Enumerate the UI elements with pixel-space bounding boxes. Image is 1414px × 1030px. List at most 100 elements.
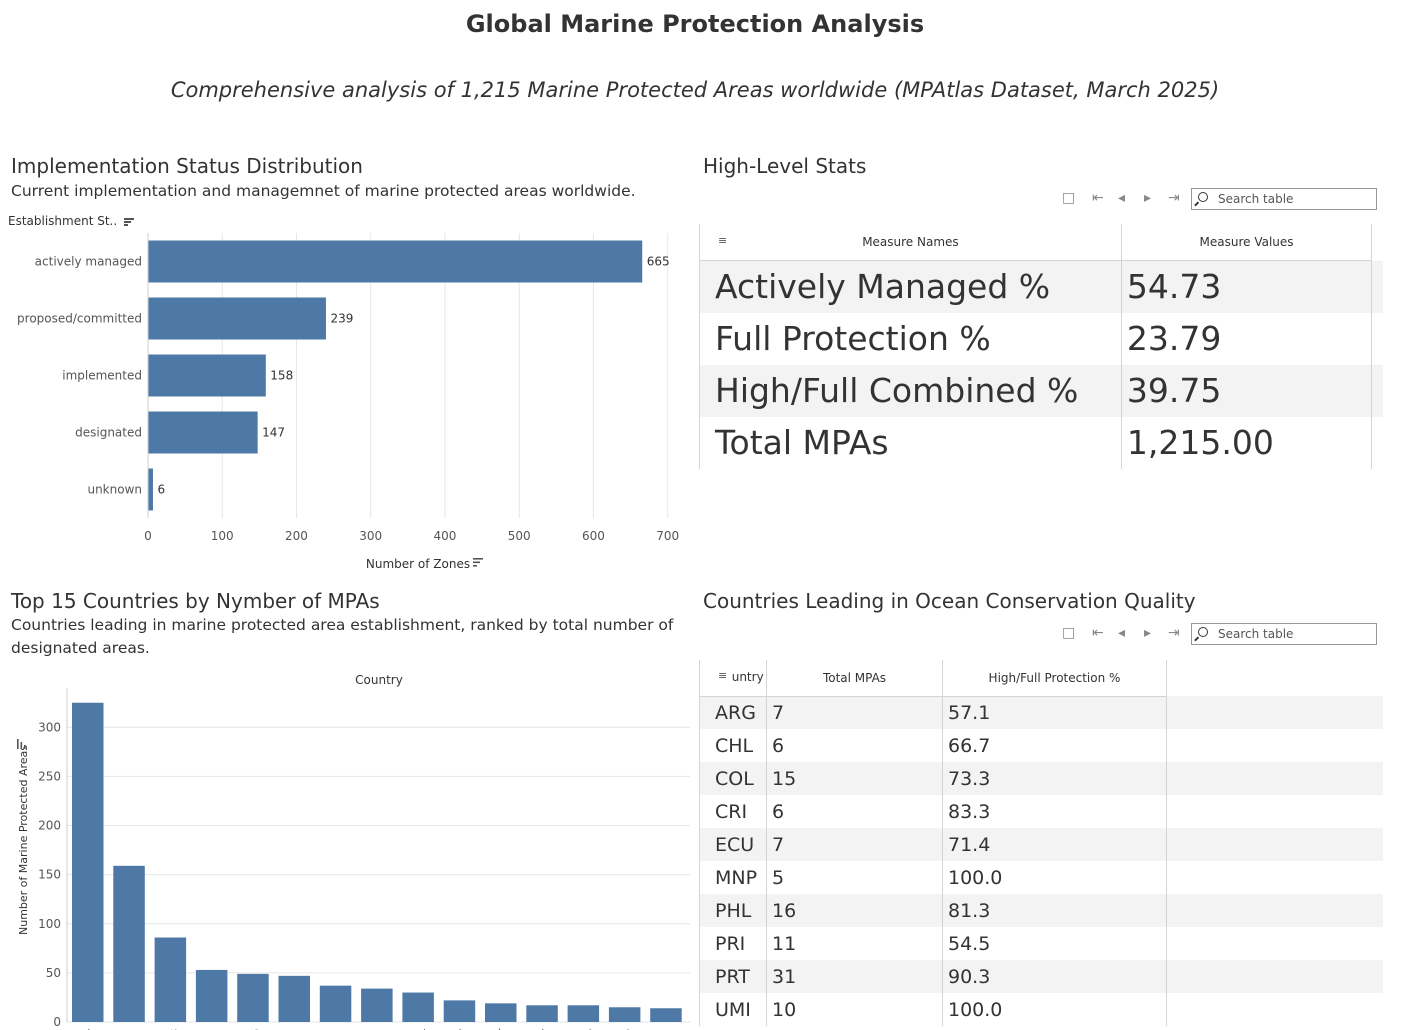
stats-row: Full Protection % 23.79: [699, 312, 1383, 365]
bar[interactable]: [148, 354, 266, 397]
column-header-measure-values[interactable]: Measure Values: [1120, 224, 1373, 261]
measure-name-cell: Actively Managed %: [699, 260, 1122, 313]
next-page-icon[interactable]: ▸: [1144, 625, 1152, 641]
quality-search-input[interactable]: [1218, 626, 1368, 642]
data-label: 665: [647, 255, 670, 269]
sort-icon[interactable]: [124, 217, 135, 227]
y-tick-label: 50: [46, 966, 61, 980]
bar[interactable]: [237, 973, 269, 1022]
country-cell: PRI: [699, 927, 767, 960]
conservation-quality-title: Countries Leading in Ocean Conservation …: [703, 589, 1196, 613]
country-cell: UMI: [699, 993, 767, 1026]
download-icon[interactable]: □: [1062, 625, 1076, 641]
table-row: CHL 6 66.7: [699, 729, 1383, 762]
bar[interactable]: [72, 702, 104, 1022]
row-header-establishment[interactable]: Establishment St..: [8, 214, 135, 228]
y-tick-label: 0: [53, 1015, 61, 1029]
bar[interactable]: [148, 240, 643, 283]
measure-value-cell: 39.75: [1120, 364, 1373, 417]
bar[interactable]: [154, 937, 187, 1022]
total-mpas-cell: 16: [766, 894, 943, 927]
y-tick-label: 300: [38, 720, 61, 734]
data-label: 6: [157, 483, 165, 497]
x-tick-label: 500: [508, 529, 531, 543]
protection-pct-cell: 83.3: [942, 795, 1167, 828]
next-page-icon[interactable]: ▸: [1144, 190, 1152, 206]
dashboard-title: Global Marine Protection Analysis: [465, 10, 925, 38]
country-cell: ARG: [699, 696, 767, 729]
column-options-icon[interactable]: ≡: [718, 669, 728, 682]
bar[interactable]: [113, 865, 145, 1022]
y-tick-label: 250: [38, 769, 61, 783]
bar[interactable]: [195, 969, 228, 1022]
y-axis-title: Number of Marine Protected Areas: [17, 745, 30, 935]
stats-row: Actively Managed % 54.73: [699, 260, 1383, 313]
bar[interactable]: [148, 468, 153, 511]
column-header-total-mpas[interactable]: Total MPAs: [766, 660, 943, 697]
bar[interactable]: [485, 1003, 517, 1022]
quality-search-box[interactable]: [1191, 623, 1377, 645]
table-row: PRT 31 90.3: [699, 960, 1383, 993]
column-header-country[interactable]: ≡ Country: [699, 660, 767, 697]
measure-name-cell: High/Full Combined %: [699, 364, 1122, 417]
bar[interactable]: [319, 985, 352, 1022]
bar[interactable]: [148, 411, 258, 454]
first-page-icon[interactable]: ⇤: [1092, 625, 1104, 641]
stats-search-box[interactable]: [1191, 188, 1377, 210]
total-mpas-cell: 6: [766, 729, 943, 762]
last-page-icon[interactable]: ⇥: [1168, 190, 1180, 206]
stats-row: High/Full Combined % 39.75: [699, 364, 1383, 417]
x-tick-label: 100: [211, 529, 234, 543]
y-tick-label: 150: [38, 868, 61, 882]
measure-value-cell: 54.73: [1120, 260, 1373, 313]
quality-table-toolbar: □ ⇤ ◂ ▸ ⇥: [1060, 623, 1380, 647]
bar[interactable]: [402, 992, 434, 1022]
conservation-quality-table: ≡ Country Total MPAs High/Full Protectio…: [699, 660, 1383, 1026]
bar[interactable]: [650, 1008, 682, 1022]
bar[interactable]: [608, 1007, 641, 1022]
column-options-icon[interactable]: ≡: [718, 234, 728, 247]
download-icon[interactable]: □: [1062, 190, 1076, 206]
high-level-stats-table: ≡ Measure Names Measure Values Actively …: [699, 224, 1383, 469]
data-label: 147: [262, 426, 285, 440]
column-header-protection-pct[interactable]: High/Full Protection %: [942, 660, 1167, 697]
bar[interactable]: [526, 1005, 558, 1022]
table-row: CRI 6 83.3: [699, 795, 1383, 828]
bar[interactable]: [567, 1005, 600, 1022]
last-page-icon[interactable]: ⇥: [1168, 625, 1180, 641]
table-row: MNP 5 100.0: [699, 861, 1383, 894]
protection-pct-cell: 90.3: [942, 960, 1167, 993]
prev-page-icon[interactable]: ◂: [1118, 190, 1126, 206]
bar[interactable]: [148, 297, 326, 340]
y-tick-label: 200: [38, 819, 61, 833]
bar[interactable]: [361, 988, 393, 1022]
column-header-measure-names[interactable]: ≡ Measure Names: [699, 224, 1122, 261]
table-row: ECU 7 71.4: [699, 828, 1383, 861]
x-axis-title: Number of Zones: [366, 557, 470, 571]
total-mpas-cell: 7: [766, 696, 943, 729]
x-tick-label: 300: [359, 529, 382, 543]
bar[interactable]: [278, 975, 311, 1022]
dashboard-subtitle: Comprehensive analysis of 1,215 Marine P…: [170, 78, 1220, 102]
stats-search-input[interactable]: [1218, 191, 1368, 207]
stats-table-toolbar: □ ⇤ ◂ ▸ ⇥: [1060, 188, 1380, 212]
total-mpas-cell: 6: [766, 795, 943, 828]
total-mpas-cell: 7: [766, 828, 943, 861]
total-mpas-cell: 11: [766, 927, 943, 960]
sort-icon[interactable]: [473, 558, 483, 567]
total-mpas-cell: 31: [766, 960, 943, 993]
x-category-label: T: [580, 1028, 591, 1030]
first-page-icon[interactable]: ⇤: [1092, 190, 1104, 206]
bar[interactable]: [443, 1000, 476, 1022]
country-cell: CHL: [699, 729, 767, 762]
total-mpas-cell: 10: [766, 993, 943, 1026]
top-countries-title: Top 15 Countries by Nymber of MPAs: [11, 589, 380, 613]
protection-pct-cell: 71.4: [942, 828, 1167, 861]
protection-pct-cell: 73.3: [942, 762, 1167, 795]
search-icon: [1198, 192, 1208, 202]
country-cell: ECU: [699, 828, 767, 861]
sort-icon[interactable]: [17, 739, 26, 749]
prev-page-icon[interactable]: ◂: [1118, 625, 1126, 641]
y-category-label: designated: [75, 426, 142, 440]
